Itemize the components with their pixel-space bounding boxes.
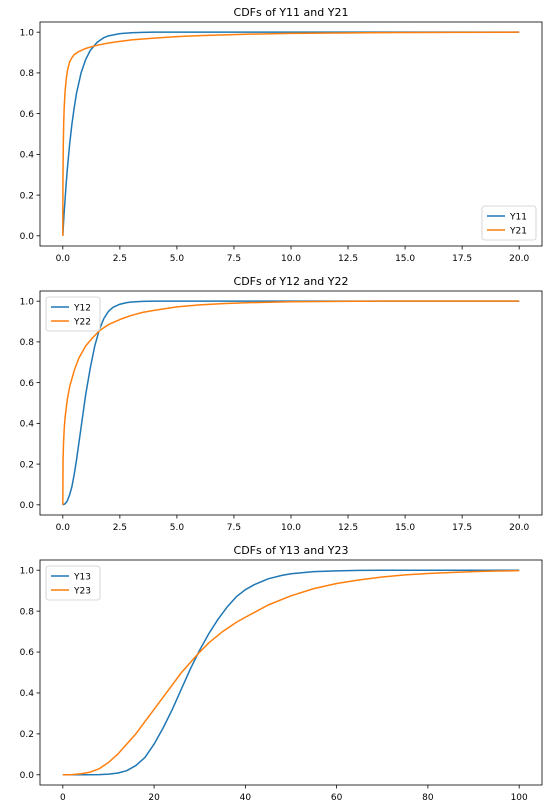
y-tick-label: 0.0 <box>20 232 35 242</box>
series-line-y22 <box>62 300 520 505</box>
x-tick-label: 60 <box>331 793 343 803</box>
plot-area <box>39 21 543 247</box>
x-tick-label: 7.5 <box>227 523 241 533</box>
x-tick-label: 5.0 <box>170 254 185 264</box>
x-tick-label: 2.5 <box>113 254 127 264</box>
y-tick-label: 0.8 <box>20 69 35 79</box>
chart-panel-3: CDFs of Y13 and Y23 0 20 40 60 80 100 0.0 0.2 0.4… <box>20 544 543 803</box>
x-tick-label: 15.0 <box>395 523 415 533</box>
x-tick-label: 5.0 <box>170 523 185 533</box>
y-tick-label: 0.4 <box>20 420 35 430</box>
y-tick-label: 0.2 <box>20 191 34 201</box>
legend-label: Y21 <box>509 227 527 237</box>
legend-label: Y11 <box>509 213 527 223</box>
y-tick-label: 0.6 <box>20 379 35 389</box>
series-line-y21 <box>62 31 520 236</box>
x-tick-label: 12.5 <box>338 254 358 264</box>
x-tick-label: 17.5 <box>452 254 472 264</box>
x-tick-label: 80 <box>422 793 434 803</box>
x-tick-label: 0 <box>60 793 66 803</box>
x-tick-label: 2.5 <box>113 523 127 533</box>
legend-box <box>481 205 537 241</box>
x-tick-label: 15.0 <box>395 254 415 264</box>
legend-label: Y22 <box>73 318 91 328</box>
y-tick-label: 0.8 <box>20 607 35 617</box>
series-line-y11 <box>62 31 520 236</box>
x-tick-label: 0.0 <box>56 254 71 264</box>
series-line-y12 <box>62 300 520 506</box>
y-tick-label: 0.4 <box>20 689 35 699</box>
x-tick-label: 20.0 <box>509 523 529 533</box>
x-tick-label: 10.0 <box>281 254 301 264</box>
legend-label: Y23 <box>73 587 91 597</box>
y-tick-label: 1.0 <box>20 28 35 38</box>
legend-label: Y12 <box>73 304 91 314</box>
plot-area <box>39 290 543 516</box>
x-tick-label: 10.0 <box>281 523 301 533</box>
y-tick-label: 0.2 <box>20 730 34 740</box>
y-tick-label: 0.2 <box>20 460 34 470</box>
x-tick-label: 40 <box>240 793 252 803</box>
y-tick-label: 1.0 <box>20 566 35 576</box>
x-tick-label: 7.5 <box>227 254 241 264</box>
chart-title: CDFs of Y12 and Y22 <box>234 275 349 288</box>
y-tick-label: 0.0 <box>20 501 35 511</box>
x-tick-label: 12.5 <box>338 523 358 533</box>
plot-area <box>39 559 543 786</box>
chart-title: CDFs of Y11 and Y21 <box>234 6 349 19</box>
y-tick-label: 0.6 <box>20 110 35 120</box>
y-tick-label: 0.0 <box>20 771 35 781</box>
x-tick-label: 100 <box>511 793 528 803</box>
x-tick-label: 20 <box>148 793 160 803</box>
chart-title: CDFs of Y13 and Y23 <box>234 544 349 557</box>
y-tick-label: 0.8 <box>20 338 35 348</box>
x-tick-label: 20.0 <box>509 254 529 264</box>
legend-label: Y13 <box>73 573 91 583</box>
series-line-y23 <box>62 569 520 776</box>
chart-panel-2: CDFs of Y12 and Y22 0.0 2.5 5.0 7.5 10.0 12.5 1… <box>20 275 543 533</box>
y-tick-label: 0.6 <box>20 648 35 658</box>
x-tick-label: 0.0 <box>56 523 71 533</box>
legend-box <box>45 565 101 601</box>
y-tick-label: 1.0 <box>20 297 35 307</box>
legend-box <box>45 296 101 332</box>
x-tick-label: 17.5 <box>452 523 472 533</box>
series-line-y13 <box>62 569 520 776</box>
y-tick-label: 0.4 <box>20 151 35 161</box>
chart-panel-1: CDFs of Y11 and Y21 0.0 2.5 5.0 7.5 10.0 12.5 1… <box>20 6 543 264</box>
